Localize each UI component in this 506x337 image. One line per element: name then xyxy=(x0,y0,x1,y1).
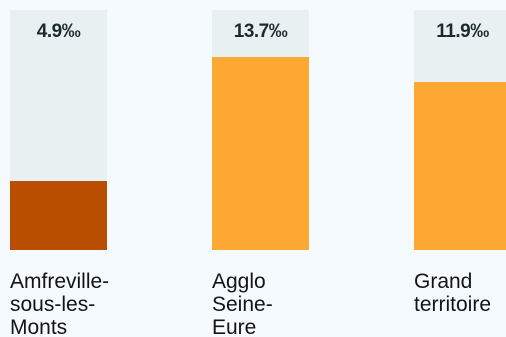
bar-value-label: 4.9‰ xyxy=(36,21,81,42)
bar xyxy=(212,57,309,250)
bar-value-label: 11.9‰ xyxy=(436,21,489,42)
bar xyxy=(10,181,107,250)
bar-group: 13.7‰ xyxy=(212,10,309,250)
bar-group: 11.9‰ xyxy=(414,10,506,250)
bar xyxy=(414,82,506,250)
category-label: Agglo Seine- Eure xyxy=(212,270,273,337)
bar-value-label: 13.7‰ xyxy=(233,21,288,42)
category-label: Amfreville- sous-les- Monts xyxy=(10,270,110,337)
bar-group: 4.9‰ xyxy=(10,10,107,250)
category-label: Grand territoire xyxy=(414,270,492,316)
